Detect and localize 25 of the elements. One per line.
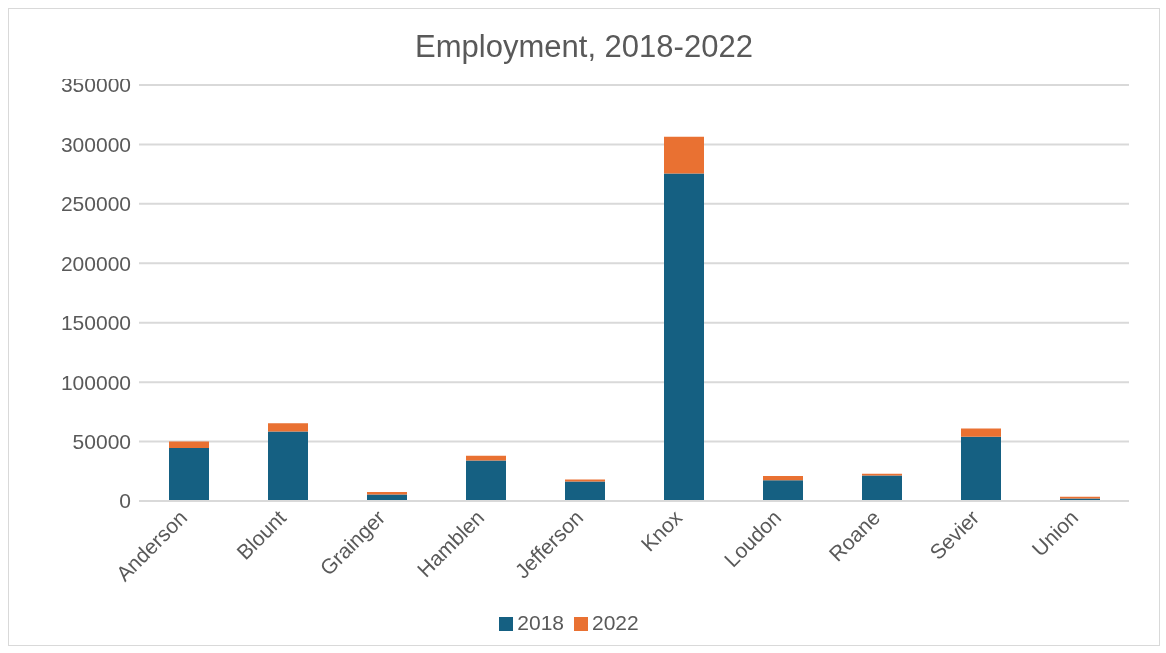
y-tick-label: 300000: [60, 132, 131, 156]
y-tick-label: 150000: [60, 311, 131, 335]
bar: [466, 455, 506, 461]
bar: [466, 460, 506, 501]
chart-title: Employment, 2018-2022: [415, 29, 753, 64]
legend-label: 2022: [592, 611, 639, 634]
y-tick-label: 250000: [60, 192, 131, 216]
bar: [763, 476, 803, 481]
bar: [268, 431, 308, 501]
bar: [961, 428, 1001, 437]
bar: [664, 136, 704, 174]
legend-label: 2018: [517, 611, 564, 634]
bar: [169, 441, 209, 449]
bar: [664, 173, 704, 501]
bar: [763, 480, 803, 501]
bar: [367, 494, 407, 501]
bar: [862, 475, 902, 501]
bar: [268, 423, 308, 432]
y-tick-label: 50000: [72, 430, 131, 454]
y-tick-label: 200000: [60, 251, 131, 275]
bar: [961, 436, 1001, 501]
y-tick-label: 100000: [60, 370, 131, 394]
bar: [169, 448, 209, 501]
y-tick-label: 0: [119, 489, 131, 513]
bar: [565, 481, 605, 501]
